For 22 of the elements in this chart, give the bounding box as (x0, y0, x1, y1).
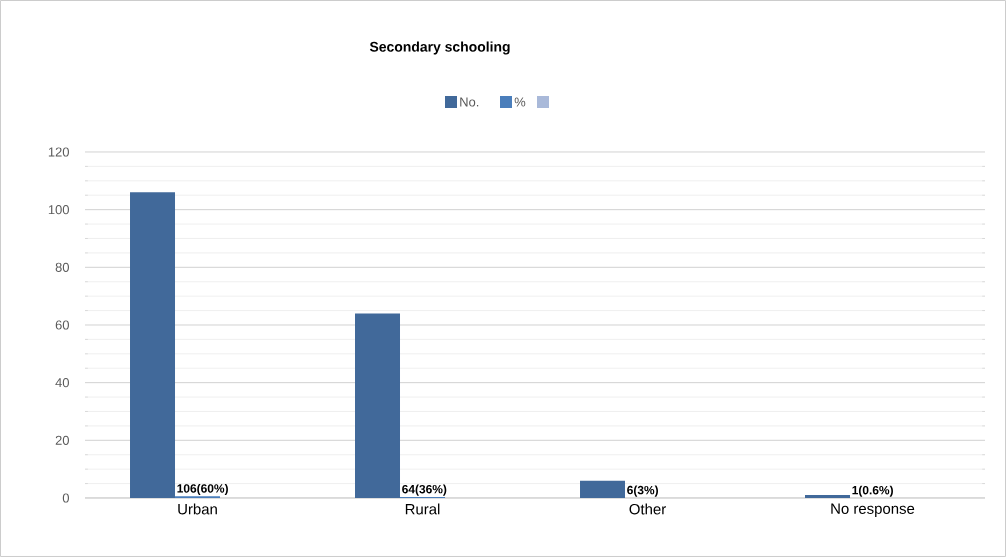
x-tick-label: No response (831, 503, 915, 517)
y-tick-label: 40 (55, 378, 69, 388)
x-tick-label: Urban (178, 503, 217, 515)
bar (580, 480, 626, 498)
legend-label: No. (460, 97, 479, 107)
y-tick-label: 120 (48, 147, 69, 157)
y-tick-label: 60 (55, 320, 69, 330)
bar (130, 192, 176, 498)
y-tick-label: 20 (55, 435, 69, 445)
data-label: 6(3%) (627, 485, 658, 497)
x-tick-label: Rural (405, 503, 440, 515)
legend-label: % (514, 97, 526, 107)
bar (805, 495, 851, 498)
chart-title: Secondary schooling (369, 41, 510, 55)
y-tick-label: 0 (62, 493, 69, 503)
bar (355, 313, 401, 498)
data-label: 1(0.6%) (852, 485, 893, 497)
data-label: 64(36%) (402, 484, 447, 496)
y-tick-label: 80 (55, 262, 69, 272)
data-label: 106(60%) (177, 483, 228, 496)
y-tick-label: 100 (48, 205, 69, 215)
x-tick-label: Other (629, 503, 666, 515)
